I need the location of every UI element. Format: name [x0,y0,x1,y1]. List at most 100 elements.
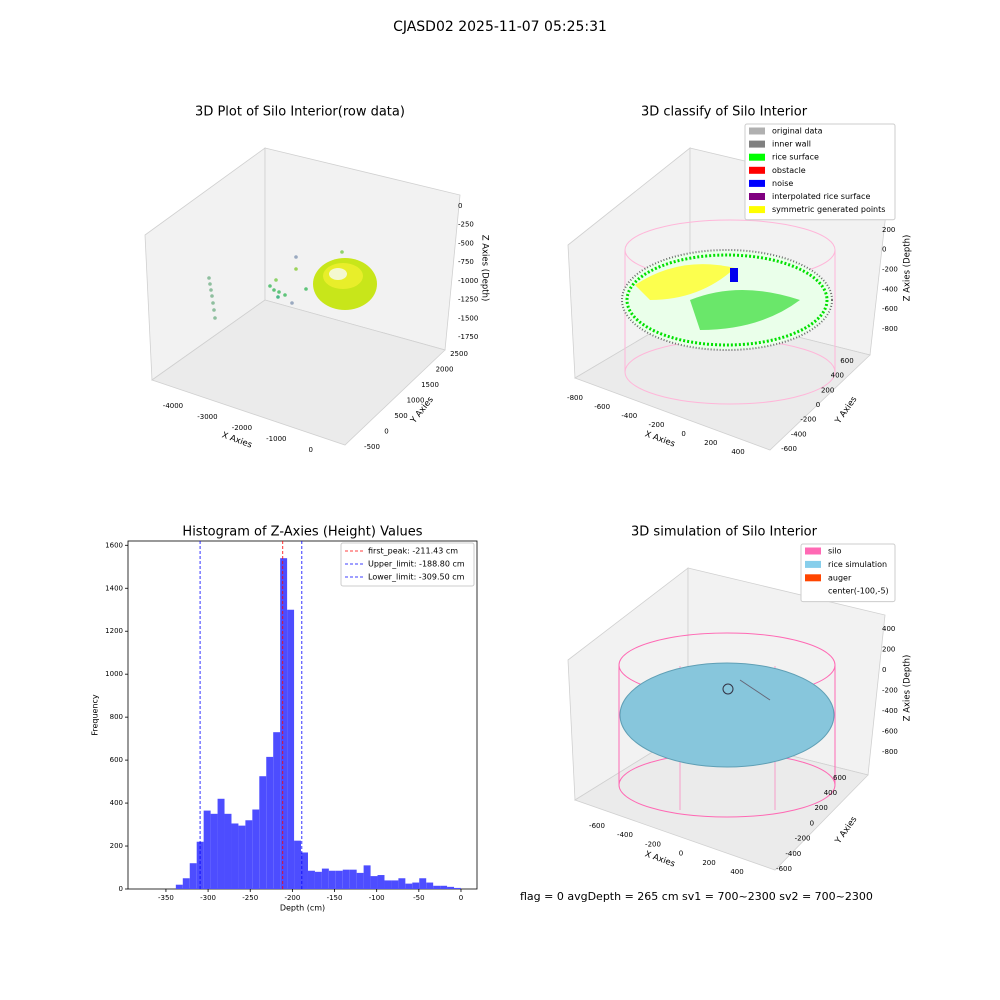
x-tick-label: 200 [702,859,715,867]
histogram-bar [196,841,204,889]
y-tick-label: 0 [119,885,123,893]
z-tick-label: 0 [458,202,462,210]
y-tick-label: 600 [833,774,846,782]
panes-3 [567,567,886,871]
histogram-bar [224,813,232,889]
y-tick-label: 2000 [436,366,454,374]
legend-swatch [805,547,821,555]
histogram-bar [419,878,427,889]
histogram-bar [335,870,343,889]
histogram-bar [210,813,218,889]
legend-label: inner wall [772,140,811,149]
histogram-bar [287,609,295,889]
legend-box [340,542,475,587]
y-tick-label: -200 [800,416,816,424]
z-axis-label: Z Axies (Depth) [903,235,913,302]
x-tick-label: -300 [200,894,216,902]
legend-label: rice surface [772,153,819,162]
y-tick-label: -200 [795,835,811,843]
histogram-bar [245,820,253,889]
panes-1 [144,147,461,446]
histogram-bar [307,870,315,889]
x-tick-label: -150 [327,894,343,902]
z-tick-label: -200 [882,686,898,694]
z-tick-label: 200 [882,226,895,234]
legend-box [800,543,896,603]
y-tick-label: -400 [791,430,807,438]
histogram-bar [349,869,357,889]
x-tick-label: -50 [413,894,424,902]
legend-label: auger [828,573,852,582]
x-tick-label: -250 [242,894,258,902]
y-tick-label: 1000 [105,670,123,678]
z-tick-label: 200 [882,646,895,654]
z-tick-label: -200 [882,266,898,274]
x-tick-label: -1000 [266,435,286,443]
x-tick-label: 400 [731,448,744,456]
legend-label: noise [772,179,793,188]
legend-box [744,123,896,221]
legend-swatch [749,127,765,135]
z-tick-label: -600 [882,727,898,735]
x-tick-label: -2000 [232,424,252,432]
y-tick-label: 1600 [105,541,123,549]
y-tick-label: 1400 [105,584,123,592]
z-tick-label: -1500 [458,314,478,322]
z-tick-label: 0 [882,666,886,674]
x-tick-label: -200 [284,894,300,902]
histogram-bar [301,852,308,889]
y-tick-label: 1000 [407,397,425,405]
y-tick-label: 1500 [421,381,439,389]
histogram-bar [412,882,420,889]
histogram-bar [370,876,378,889]
x-tick-label: -350 [158,894,174,902]
x-tick-label: -800 [567,394,583,402]
x-tick-label: -3000 [197,413,217,421]
x-tick-label: 200 [704,439,717,447]
z-tick-label: -500 [458,239,474,247]
histogram-bar [405,883,413,889]
histogram-bar [363,865,371,889]
x-tick-label: -100 [369,894,385,902]
x-axis-label: Depth (cm) [280,904,325,913]
y-tick-label: -400 [785,850,801,858]
y-tick-label: 0 [384,428,388,436]
figure-title: CJASD02 2025-11-07 05:25:31 [393,19,607,35]
y-tick-label: 0 [816,401,820,409]
histogram-bar [342,869,350,889]
legend-swatch [805,560,821,568]
x-tick-label: -200 [649,421,665,429]
x-tick-label: -400 [621,412,637,420]
legend-swatch [749,166,765,174]
histogram-bar [273,732,281,889]
z-tick-label: -400 [882,707,898,715]
histogram-bar [189,863,197,889]
histogram-bar [182,878,190,889]
z-axis-label: Z Axies (Depth) [903,655,913,722]
histogram-bar [238,825,246,889]
legend-swatch [749,153,765,161]
histogram-bar [398,878,406,889]
z-tick-label: -1750 [458,333,478,341]
legend-swatch [805,587,821,595]
histogram-bar [391,880,399,889]
legend-swatch [749,140,765,148]
histogram-bar [252,809,260,889]
x-tick-label: 0 [681,430,685,438]
histogram-bar [454,887,461,889]
legend-label: original data [772,127,823,136]
legend-label: symmetric generated points [772,205,885,214]
x-tick-label: 0 [459,894,463,902]
legend-label: center(-100,-5) [828,587,889,596]
y-tick-label: -600 [776,865,792,873]
histogram-bar [280,558,288,889]
x-tick-label: -4000 [163,402,183,410]
chart-title: Histogram of Z-Axies (Height) Values [182,525,422,540]
histogram-bar [328,870,336,889]
legend-label: interpolated rice surface [772,192,870,201]
histogram-bar [231,823,239,889]
y-tick-label: -600 [781,445,797,453]
legend-label: Upper_limit: -188.80 cm [368,560,465,569]
histogram-bar [440,885,448,889]
